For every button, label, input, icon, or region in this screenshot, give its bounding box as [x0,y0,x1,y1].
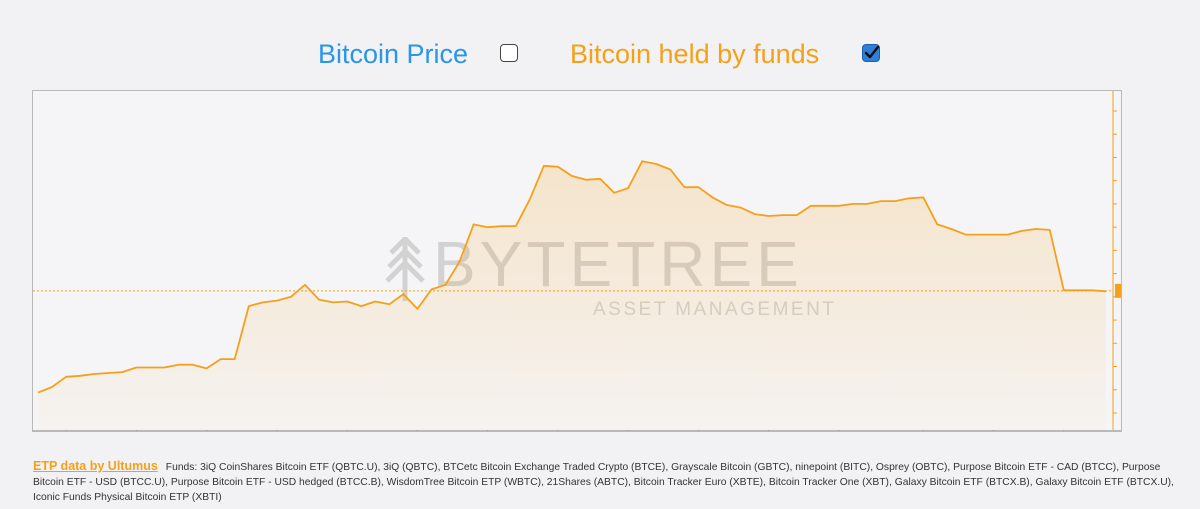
chart-legend: Bitcoin Price Bitcoin held by funds [0,36,1200,72]
legend-bitcoin-held-by-funds-label[interactable]: Bitcoin held by funds [570,39,820,69]
legend-bitcoin-price-label[interactable]: Bitcoin Price [318,39,469,69]
current-value-badge [1115,283,1121,298]
checkmark-icon [864,45,880,59]
bitcoin-price-checkbox[interactable] [500,44,518,62]
series-line-bitcoin-held-by-funds[interactable] [37,160,1107,394]
etp-data-source-link[interactable]: ETP data by Ultumus [33,459,158,473]
funds-list-text: Funds: 3iQ CoinShares Bitcoin ETF (QBTC.… [33,462,1174,503]
funds-area-chart[interactable]: BYTETREEASSET MANAGEMENT790,000 BTC792,5… [33,91,1121,431]
tree-logo-icon [385,237,425,301]
series-area-fill [38,161,1106,430]
bitcoin-held-by-funds-checkbox[interactable] [862,44,880,62]
chart-area[interactable]: BYTETREEASSET MANAGEMENT790,000 BTC792,5… [32,90,1122,432]
footer-notes: ETP data by Ultumus Funds: 3iQ CoinShares… [33,459,1193,505]
